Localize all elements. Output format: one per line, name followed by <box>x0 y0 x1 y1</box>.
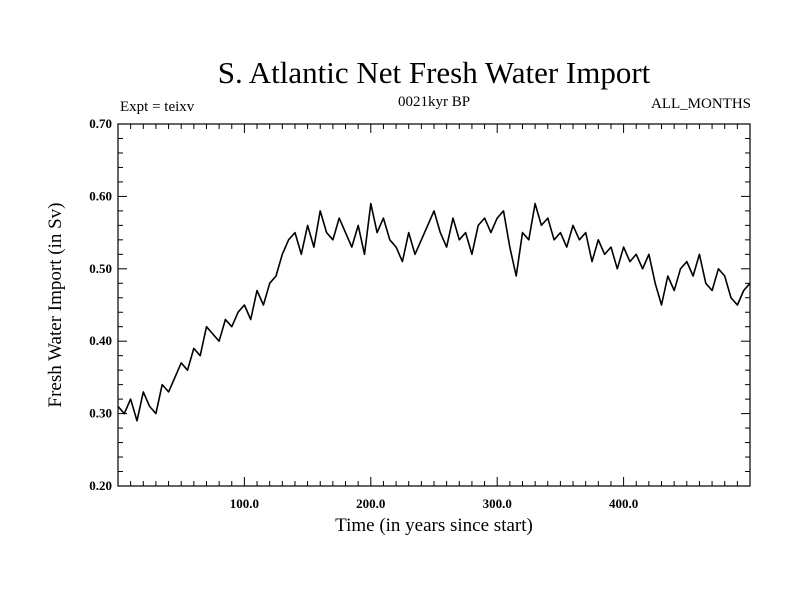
x-tick-label: 300.0 <box>483 496 512 511</box>
x-tick-label: 200.0 <box>356 496 385 511</box>
axis-ticks <box>118 124 750 486</box>
y-tick-label: 0.30 <box>89 406 112 421</box>
y-tick-label: 0.20 <box>89 478 112 493</box>
plot-frame <box>117 123 751 487</box>
y-tick-label: 0.70 <box>89 116 112 131</box>
months-label: ALL_MONTHS <box>651 96 751 112</box>
series-line <box>117 202 751 422</box>
x-axis-title: Time (in years since start) <box>335 515 533 536</box>
period-label: 0021kyr BP <box>398 94 470 110</box>
experiment-label: Expt = teixv <box>120 99 195 115</box>
x-tick-label: 100.0 <box>230 496 259 511</box>
y-axis-title: Fresh Water Import (in Sv) <box>45 203 66 408</box>
chart-title: S. Atlantic Net Fresh Water Import <box>218 55 651 90</box>
x-tick-label: 400.0 <box>609 496 638 511</box>
axis-tick-labels: 100.0 200.0 300.0 400.0 0.20 0.30 0.40 0.50 0.60… <box>89 116 638 511</box>
y-tick-label: 0.40 <box>89 333 112 348</box>
y-tick-label: 0.50 <box>89 261 112 276</box>
y-tick-label: 0.60 <box>89 188 112 203</box>
